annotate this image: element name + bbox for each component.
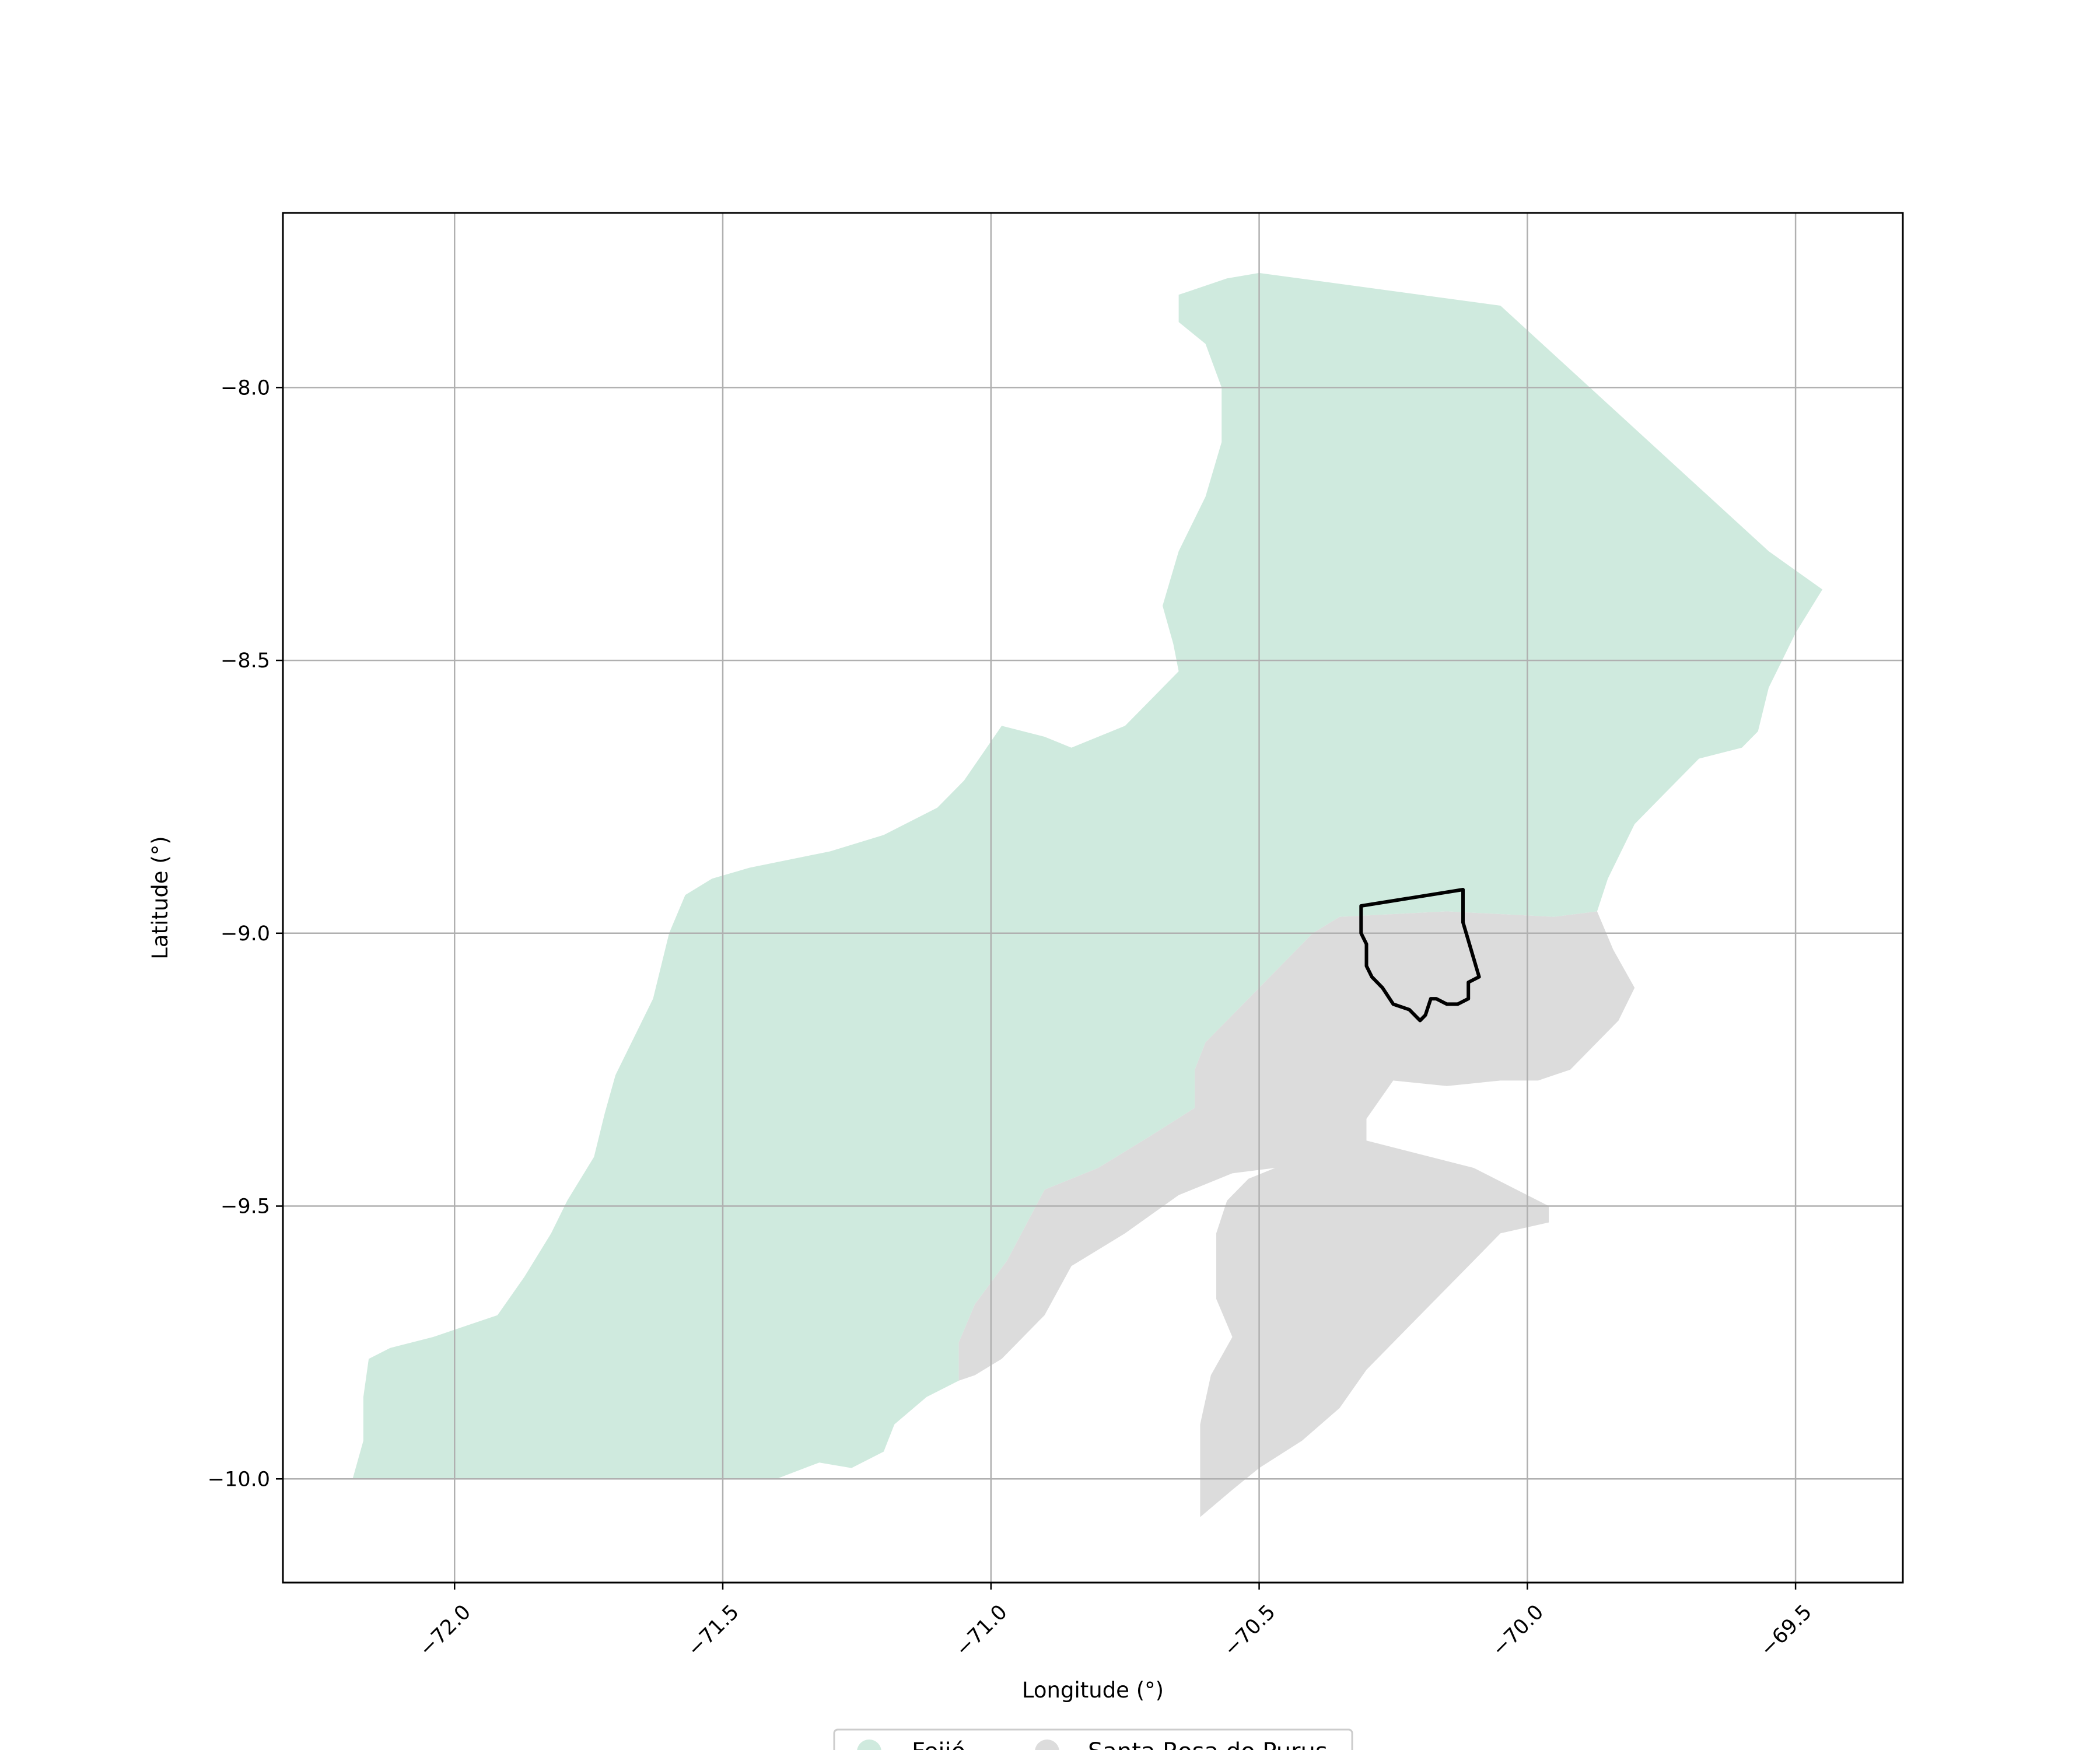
x-tick-label: −71.5 [683, 1601, 744, 1661]
highlight-outline [1359, 888, 1481, 1023]
legend-label: Santa Rosa do Purus [1088, 1738, 1328, 1750]
y-tick-label: −9.0 [220, 922, 270, 946]
region-santa-rosa-do-purus [958, 911, 1635, 1517]
y-tick-label: −8.5 [220, 649, 270, 673]
x-axis-label: Longitude (°) [1022, 1678, 1164, 1703]
x-tick-label: −72.0 [415, 1601, 475, 1661]
y-tick-label: −8.0 [220, 376, 270, 400]
legend-box [833, 1728, 1353, 1750]
y-tick-label: −10.0 [208, 1468, 270, 1491]
legend-marker [1035, 1740, 1059, 1750]
legend-label: Feijó [912, 1738, 965, 1750]
regions-layer [352, 272, 1823, 1517]
x-tick-label: −70.5 [1219, 1601, 1280, 1661]
y-axis-label: Latitude (°) [148, 836, 173, 959]
x-tick-label: −70.0 [1488, 1601, 1548, 1661]
legend-marker [857, 1740, 881, 1750]
x-tick-label: −69.5 [1756, 1601, 1817, 1661]
x-tick-label: −71.0 [951, 1601, 1012, 1661]
region-feijo [352, 272, 1823, 1479]
grid-layer [283, 213, 1903, 1583]
plot-frame [282, 212, 1904, 1584]
outline-layer [1359, 888, 1481, 1023]
legend-items: Feijó Santa Rosa do Purus [857, 1738, 1328, 1750]
legend: Feijó Santa Rosa do Purus [833, 1728, 1353, 1750]
y-tick-label: −9.5 [220, 1195, 270, 1219]
